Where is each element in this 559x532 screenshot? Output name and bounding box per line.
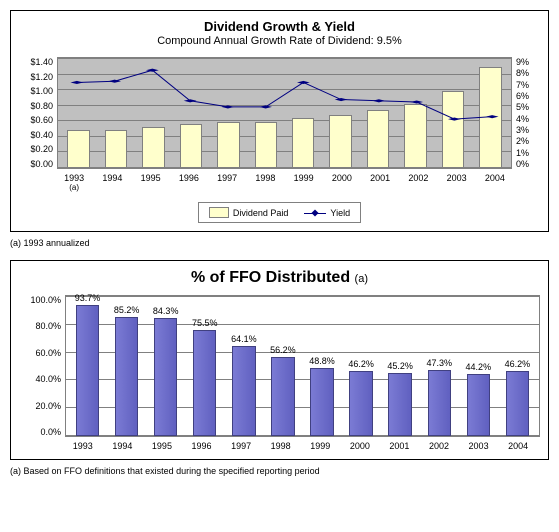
dividend-bar <box>479 67 501 168</box>
x-tick: 2002 <box>399 173 437 192</box>
footnote-1: (a) 1993 annualized <box>10 238 549 248</box>
dividend-bar <box>292 118 314 168</box>
legend-line-label: Yield <box>330 208 350 218</box>
chart2-bars: 93.7% 85.2% 84.3% 75.5% 64.1% 56.2% 48.8% 46.2%… <box>66 296 539 436</box>
dividend-bar <box>442 91 464 168</box>
dividend-bar <box>142 127 164 168</box>
ffo-bar <box>349 371 372 436</box>
footnote-2: (a) Based on FFO definitions that existe… <box>10 466 549 476</box>
ffo-bar <box>428 370 451 436</box>
bar-value-label: 47.3% <box>426 358 452 368</box>
x-tick: 1995 <box>132 173 170 192</box>
dividend-bar <box>329 115 351 168</box>
bar-swatch-icon <box>209 207 229 218</box>
bar-value-label: 44.2% <box>466 362 492 372</box>
ffo-bar <box>506 371 529 436</box>
x-tick: 1999 <box>285 173 323 192</box>
chart2-title: % of FFO Distributed (a) <box>19 269 540 287</box>
x-tick: 1999 <box>300 441 340 451</box>
bar-value-label: 45.2% <box>387 361 413 371</box>
bar-value-label: 85.2% <box>114 305 140 315</box>
dividend-bar <box>67 130 89 168</box>
x-tick: 2001 <box>380 441 420 451</box>
chart2-plot-area: 93.7% 85.2% 84.3% 75.5% 64.1% 56.2% 48.8% 46.2%… <box>65 295 540 437</box>
ffo-bar <box>388 373 411 436</box>
bar-value-label: 84.3% <box>153 306 179 316</box>
ffo-bar <box>193 330 216 436</box>
x-tick: 1994 <box>103 441 143 451</box>
ffo-bar <box>310 368 333 436</box>
x-tick: 2004 <box>476 173 514 192</box>
chart2-x-axis: 1993199419951996199719981999200020012002… <box>61 441 540 451</box>
ffo-bar <box>115 317 138 436</box>
bar-value-label: 48.8% <box>309 356 335 366</box>
chart1-plot: $1.40$1.20$1.00$0.80$0.60$0.40$0.20$0.00… <box>19 57 540 169</box>
bar-value-label: 46.2% <box>348 359 374 369</box>
x-tick: 1996 <box>182 441 222 451</box>
chart1-legend: Dividend Paid Yield <box>198 202 361 223</box>
dividend-yield-chart: Dividend Growth & Yield Compound Annual … <box>10 10 549 232</box>
line-swatch-icon <box>304 208 326 217</box>
bar-value-label: 93.7% <box>75 293 101 303</box>
dividend-bar <box>367 110 389 168</box>
x-tick: 1997 <box>208 173 246 192</box>
chart1-y-left: $1.40$1.20$1.00$0.80$0.60$0.40$0.20$0.00 <box>19 57 57 169</box>
chart2-title-sub: (a) <box>355 273 368 285</box>
chart2-plot: 100.0%80.0%60.0%40.0%20.0%0.0% 93.7% 85.2… <box>19 295 540 437</box>
x-tick: 2001 <box>361 173 399 192</box>
bar-value-label: 56.2% <box>270 345 296 355</box>
chart1-title: Dividend Growth & Yield <box>19 19 540 34</box>
x-tick: 2000 <box>340 441 380 451</box>
chart2-title-text: % of FFO Distributed <box>191 269 350 286</box>
x-tick: 1995 <box>142 441 182 451</box>
x-tick: 1998 <box>261 441 301 451</box>
x-tick: 1994 <box>93 173 131 192</box>
x-tick: 2003 <box>459 441 499 451</box>
bar-value-label: 75.5% <box>192 318 218 328</box>
dividend-bar <box>255 122 277 168</box>
x-tick: 1993(a) <box>55 173 93 192</box>
chart1-x-axis: 1993(a)199419951996199719981999200020012… <box>53 173 516 192</box>
x-tick: 2002 <box>419 441 459 451</box>
ffo-chart: % of FFO Distributed (a) 100.0%80.0%60.0… <box>10 260 549 460</box>
ffo-bar <box>154 318 177 436</box>
dividend-bar <box>404 104 426 168</box>
chart1-plot-area <box>57 57 512 169</box>
legend-yield: Yield <box>304 207 350 218</box>
chart1-subtitle: Compound Annual Growth Rate of Dividend:… <box>19 35 540 47</box>
dividend-bar <box>217 122 239 168</box>
ffo-bar <box>271 357 294 436</box>
bar-value-label: 64.1% <box>231 334 257 344</box>
legend-bar-label: Dividend Paid <box>233 208 289 218</box>
dividend-bar <box>105 130 127 168</box>
x-tick: 2000 <box>323 173 361 192</box>
x-tick: 2004 <box>498 441 538 451</box>
x-tick: 1998 <box>246 173 284 192</box>
x-tick: 1996 <box>170 173 208 192</box>
ffo-bar <box>76 305 99 436</box>
x-tick: 1993 <box>63 441 103 451</box>
x-tick: 2003 <box>438 173 476 192</box>
chart2-y-left: 100.0%80.0%60.0%40.0%20.0%0.0% <box>19 295 65 437</box>
ffo-bar <box>232 346 255 436</box>
chart1-y-right: 9%8%7%6%5%4%3%2%1%0% <box>512 57 540 169</box>
ffo-bar <box>467 374 490 436</box>
bar-value-label: 46.2% <box>505 359 531 369</box>
dividend-bar <box>180 124 202 168</box>
chart1-bars <box>58 58 511 168</box>
x-tick: 1997 <box>221 441 261 451</box>
legend-dividend: Dividend Paid <box>209 207 289 218</box>
